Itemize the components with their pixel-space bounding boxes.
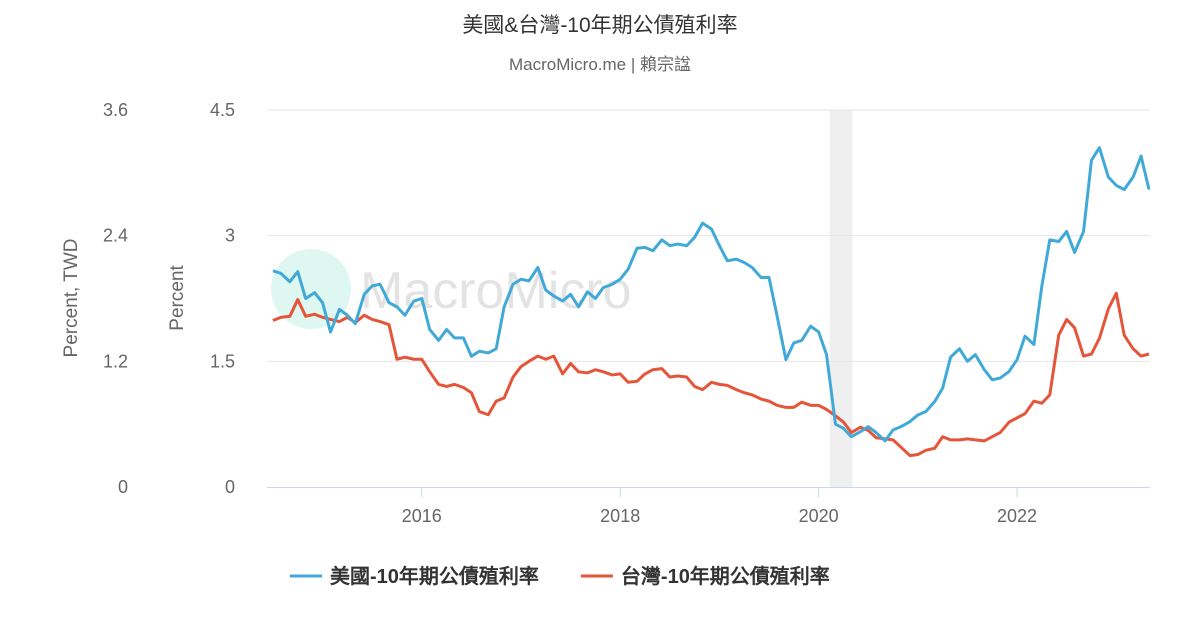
y-tick-label: 4.5 — [210, 100, 235, 120]
legend-label: 美國-10年期公債殖利率 — [330, 564, 539, 588]
x-tick-label: 2016 — [402, 506, 442, 526]
chart-subtitle: MacroMicro.me | 賴宗諡 — [509, 55, 691, 74]
legend-label: 台灣-10年期公債殖利率 — [621, 564, 830, 588]
series-line — [272, 291, 1150, 458]
y2-axis-title: Percent, TWD — [61, 239, 82, 358]
y-tick-label: 0 — [225, 477, 235, 497]
y-axis-title: Percent — [167, 265, 188, 331]
y2-tick-label: 0 — [118, 477, 128, 497]
x-tick-label: 2018 — [600, 506, 640, 526]
x-tick-label: 2022 — [997, 506, 1037, 526]
watermark-logo — [271, 249, 351, 329]
y-tick-label: 1.5 — [210, 351, 235, 371]
chart-title: 美國&台灣-10年期公債殖利率 — [462, 14, 737, 37]
y2-tick-label: 3.6 — [103, 100, 128, 120]
y2-tick-label: 2.4 — [103, 226, 128, 246]
x-tick-label: 2020 — [799, 506, 839, 526]
shaded-range — [829, 110, 853, 487]
legend-item: 美國-10年期公債殖利率 — [290, 564, 539, 588]
y2-tick-label: 1.2 — [103, 351, 128, 371]
legend-item: 台灣-10年期公債殖利率 — [580, 564, 830, 588]
series-line — [272, 146, 1151, 443]
y-tick-label: 3 — [225, 226, 235, 246]
legend: 美國-10年期公債殖利率 台灣-10年期公債殖利率 — [290, 564, 830, 588]
